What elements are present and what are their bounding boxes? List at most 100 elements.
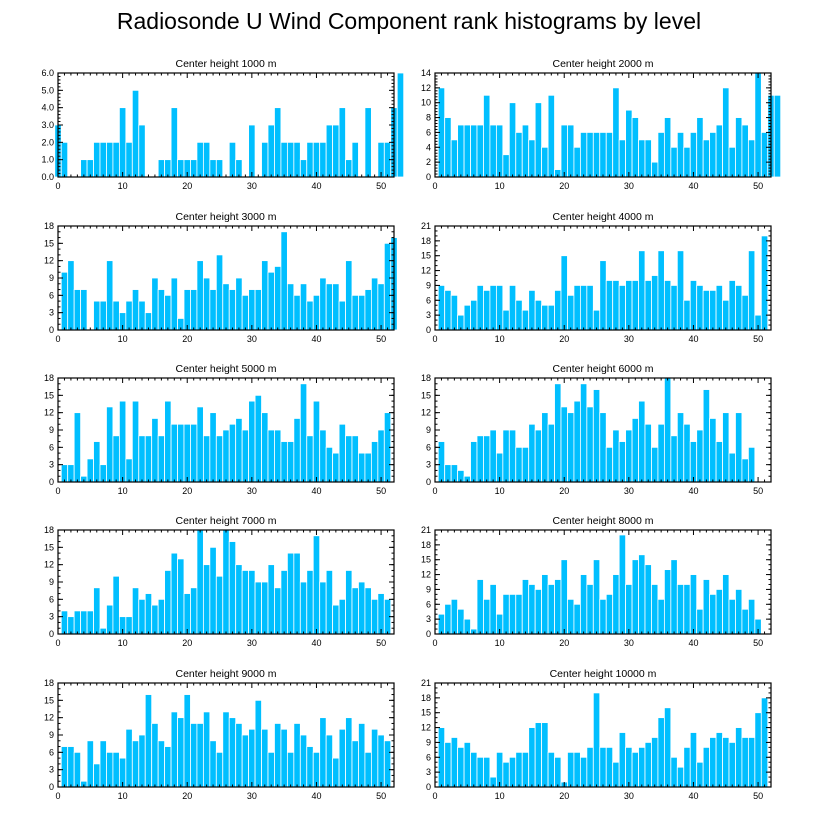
panel-2-bar [586, 132, 594, 178]
panel-7-bar [80, 610, 88, 635]
panel-3-bar [338, 300, 346, 331]
panel-8-bar [508, 593, 517, 635]
panel-2-xtick-label: 20 [559, 181, 569, 191]
panel-8-ytick-label: 18 [421, 540, 431, 550]
panel-1-bar [325, 124, 334, 178]
panel-7-bar [190, 587, 198, 635]
panel-3-bar [235, 277, 243, 331]
panel-1-bar [338, 107, 346, 178]
panel-4-bar [444, 289, 452, 331]
panel-7-bar [319, 581, 327, 635]
panel-4-bar [631, 280, 639, 331]
panel-10-bar [657, 717, 665, 788]
panel-5-bar [106, 406, 114, 483]
panel-4-bar [528, 289, 536, 331]
panel-9-bar [248, 728, 256, 788]
panel-9-bar [293, 723, 301, 788]
panel-8-xtick-label: 0 [432, 638, 437, 648]
panel-6-bar [444, 464, 452, 483]
panel-3-bar [370, 277, 379, 331]
panel-9-bar [345, 717, 353, 788]
panel-8-ytick-label: 12 [421, 570, 431, 580]
panel-7-bar [274, 587, 282, 635]
panel-7-bar [345, 570, 353, 635]
panel-10-bar [521, 751, 530, 788]
panel-8-bar [747, 598, 756, 635]
panel-1-bar [364, 107, 372, 178]
panel-3-bar [286, 283, 295, 331]
panel-3-bar [138, 300, 146, 331]
panel-1-bar [164, 159, 172, 178]
panel-6-bar [657, 423, 665, 483]
panel-1-xtick-label: 30 [247, 181, 257, 191]
panel-8-bar [528, 584, 536, 635]
panel-1-bar [351, 141, 359, 178]
panel-2-bar [747, 139, 756, 178]
panel-3-ytick-label: 15 [44, 238, 54, 248]
panel-2-ytick-label: 10 [421, 98, 431, 108]
panel-10-ytick-label: 18 [421, 693, 431, 703]
panel-8-xtick-label: 10 [495, 638, 505, 648]
panel-6-bar [470, 441, 478, 483]
panel-10-ytick-label: 9 [426, 737, 431, 747]
panel-7-bar [241, 570, 250, 635]
panel-8-bar [592, 559, 601, 635]
panel-3-xtick-label: 30 [247, 334, 257, 344]
panel-1-title: Center height 1000 m [176, 58, 277, 70]
panel-4-bar [502, 309, 510, 331]
panel-4-bar [663, 280, 672, 331]
panel-3-bar [112, 300, 120, 331]
panel-8-bar [599, 598, 607, 635]
panel-10-bar [586, 746, 594, 788]
panel-1-xtick-label: 50 [376, 181, 386, 191]
panel-5-bar [138, 435, 146, 483]
panel-10-bar [579, 756, 588, 788]
panel-4-bar [515, 299, 523, 331]
panel-1-bar [93, 141, 101, 178]
panel-2-bar [644, 139, 652, 178]
panel-8-ytick-label: 3 [426, 614, 431, 624]
panel-1-bar [299, 159, 308, 178]
panel-7-ytick-label: 12 [44, 560, 54, 570]
panel-2-ytick-label: 0 [426, 172, 431, 182]
panel-9-title: Center height 9000 m [176, 668, 277, 680]
panel-10-bar [631, 751, 639, 788]
panel-8-bar [560, 559, 568, 635]
panel-2-bar [547, 94, 555, 178]
panel-8-bar [728, 598, 736, 635]
panel-5-bar [267, 429, 275, 483]
panel-9-ytick-label: 15 [44, 695, 54, 705]
panel-9-bar [383, 740, 392, 788]
panel-6-bar [592, 389, 601, 483]
panel-8-xtick-label: 40 [688, 638, 698, 648]
panel-9-ytick-label: 3 [49, 765, 54, 775]
panel-2-bar [735, 117, 743, 178]
panel-7-xtick-label: 50 [376, 638, 386, 648]
panel-3-xtick-label: 20 [182, 334, 192, 344]
panel-8-ytick-label: 21 [421, 525, 431, 535]
panel-6-bar [541, 412, 549, 483]
panel-7-bar [151, 604, 159, 635]
panel-4-bar [560, 255, 568, 331]
panel-7-ytick-label: 6 [49, 594, 54, 604]
panel-7-ytick-label: 0 [49, 629, 54, 639]
panel-3-xtick-label: 10 [118, 334, 128, 344]
panel-3-bar [377, 283, 385, 331]
panel-7-bar [312, 535, 321, 635]
panel-5-bar [190, 423, 198, 483]
panel-5-xtick-label: 30 [247, 486, 257, 496]
panel-8-bar [547, 584, 555, 635]
panel-4-ytick-label: 3 [426, 310, 431, 320]
panel-2-title: Center height 2000 m [553, 58, 654, 70]
panel-5-bar [241, 429, 250, 483]
panel-3-bar [106, 260, 114, 331]
panel-3-bar [293, 294, 301, 331]
panel-10-bar [722, 737, 730, 788]
panel-7-bar [228, 541, 237, 635]
panel-3-bar [131, 289, 140, 331]
panel-6-ytick-label: 0 [426, 477, 431, 487]
panel-2-bar [754, 72, 762, 178]
panel-5-bar [370, 441, 379, 483]
panel-5-ytick-label: 0 [49, 477, 54, 487]
panel-9-ytick-label: 9 [49, 730, 54, 740]
